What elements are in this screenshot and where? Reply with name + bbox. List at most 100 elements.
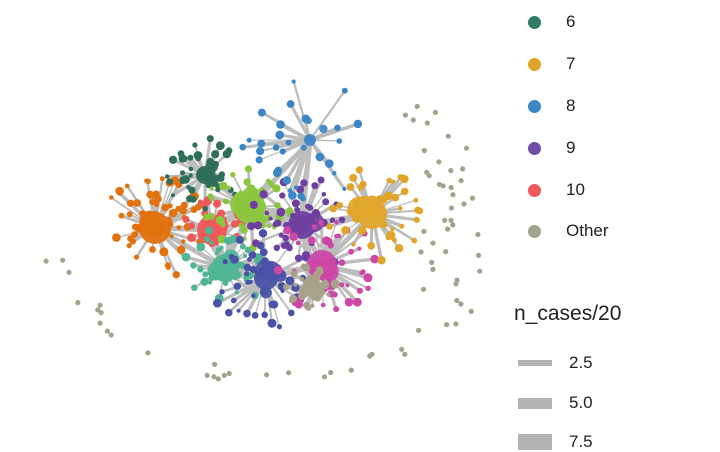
network-node	[260, 190, 268, 198]
network-node	[305, 305, 311, 311]
network-node	[186, 185, 191, 190]
network-node	[192, 142, 197, 147]
network-node	[182, 216, 189, 223]
network-node	[299, 277, 304, 282]
network-node	[240, 244, 246, 250]
network-node	[347, 183, 355, 191]
network-node	[197, 266, 203, 272]
network-node	[186, 195, 193, 202]
network-node	[244, 264, 252, 272]
network-node	[437, 182, 442, 187]
network-node	[215, 251, 219, 255]
network-node	[318, 177, 325, 184]
network-node	[177, 245, 186, 254]
network-hub-node	[357, 199, 387, 229]
network-node	[337, 138, 343, 144]
network-node	[328, 242, 334, 248]
network-node	[169, 156, 177, 164]
network-node	[442, 218, 447, 223]
network-node	[286, 245, 293, 252]
network-node	[261, 312, 268, 319]
network-node	[267, 224, 271, 228]
network-node	[469, 309, 474, 314]
network-node	[330, 217, 335, 222]
network-node	[181, 239, 185, 243]
network-node	[477, 269, 482, 274]
network-node	[319, 125, 327, 133]
network-node	[357, 184, 364, 191]
network-node	[296, 241, 301, 246]
network-node	[450, 222, 455, 227]
network-node	[414, 207, 421, 214]
network-node	[316, 153, 325, 162]
network-node	[240, 226, 247, 233]
network-node	[98, 321, 103, 326]
network-node	[305, 117, 312, 124]
network-node	[216, 376, 221, 381]
network-hub-node	[139, 212, 171, 244]
network-node	[222, 373, 227, 378]
size-swatch	[518, 398, 552, 409]
network-node	[95, 307, 100, 312]
network-node	[234, 283, 241, 290]
legend-label: 9	[566, 138, 575, 158]
network-node	[295, 255, 302, 262]
network-node	[205, 227, 213, 235]
network-node	[445, 227, 450, 232]
network-node	[399, 347, 404, 352]
network-node	[290, 270, 297, 277]
legend-dot	[528, 142, 541, 155]
legend-item: 6	[528, 11, 575, 33]
network-node	[235, 290, 239, 294]
network-node	[283, 284, 289, 290]
network-node	[446, 134, 451, 139]
network-node	[244, 271, 249, 276]
network-node	[191, 206, 198, 213]
network-node	[322, 198, 329, 205]
network-node	[112, 233, 121, 242]
network-node	[433, 110, 438, 115]
network-node	[127, 211, 133, 217]
network-node	[391, 227, 395, 231]
network-node	[286, 140, 292, 146]
network-node	[292, 79, 296, 83]
network-node	[131, 231, 138, 238]
network-node	[149, 199, 155, 205]
network-node	[455, 278, 460, 283]
network-node	[470, 196, 475, 201]
network-node	[167, 203, 172, 208]
size-legend-item: 7.5	[518, 432, 593, 452]
network-node	[277, 324, 282, 329]
network-node	[274, 245, 280, 251]
network-node	[265, 211, 270, 216]
network-node	[357, 247, 361, 251]
network-node	[301, 264, 307, 270]
network-node	[286, 370, 291, 375]
network-node	[133, 199, 141, 207]
legend-label: 6	[566, 12, 575, 32]
network-node	[105, 329, 110, 334]
network-node	[213, 299, 222, 308]
network-node	[436, 159, 441, 164]
network-node	[127, 243, 132, 248]
network-node	[219, 182, 227, 190]
network-node	[325, 159, 334, 168]
network-node	[256, 147, 264, 155]
network-node	[225, 237, 233, 245]
network-node	[268, 319, 277, 328]
network-node	[257, 140, 265, 148]
network-node	[213, 200, 221, 208]
nodes-layer	[44, 79, 483, 381]
network-node	[274, 202, 281, 209]
network-node	[342, 88, 348, 94]
network-node	[274, 219, 281, 226]
network-node	[212, 362, 217, 367]
network-node	[220, 246, 224, 250]
network-node	[339, 282, 344, 287]
network-node	[321, 303, 326, 308]
network-node	[160, 176, 165, 181]
network-plot	[0, 0, 510, 444]
network-node	[231, 298, 237, 304]
network-node	[339, 259, 346, 266]
legend-label: 8	[566, 96, 575, 116]
